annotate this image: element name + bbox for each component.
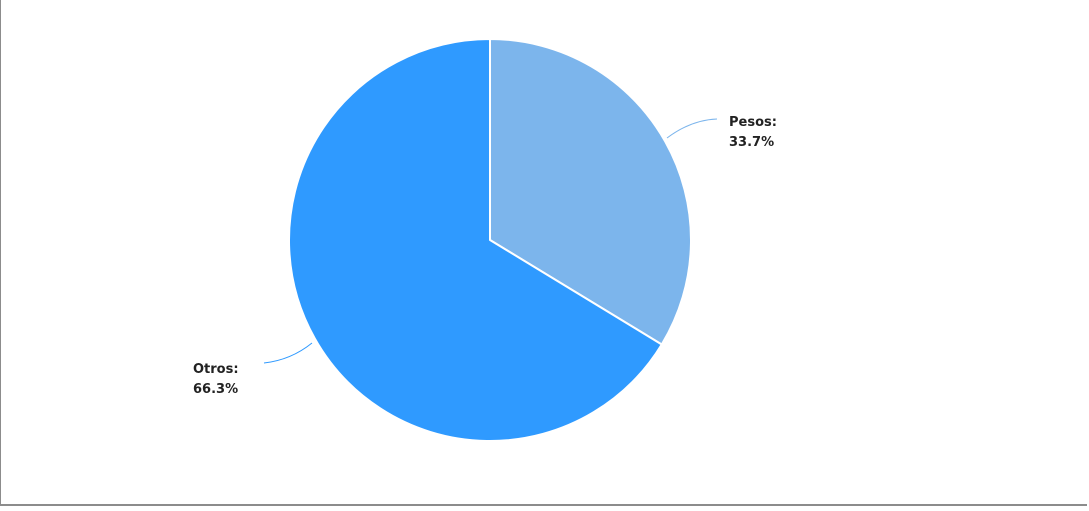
slice-value-label-1: 66.3% <box>193 382 238 397</box>
leader-line-0 <box>666 118 718 139</box>
pie-labels: Pesos: 33.7% Otros: 66.3% <box>193 115 777 397</box>
slice-label-1: Otros: <box>193 362 239 377</box>
pie-slice-0[interactable] <box>489 38 692 346</box>
pie-slice-1[interactable] <box>288 38 663 442</box>
pie-slices <box>288 38 692 442</box>
slice-value-label-0: 33.7% <box>729 135 774 150</box>
leader-line-1 <box>263 342 313 364</box>
slice-label-0: Pesos: <box>729 115 777 130</box>
